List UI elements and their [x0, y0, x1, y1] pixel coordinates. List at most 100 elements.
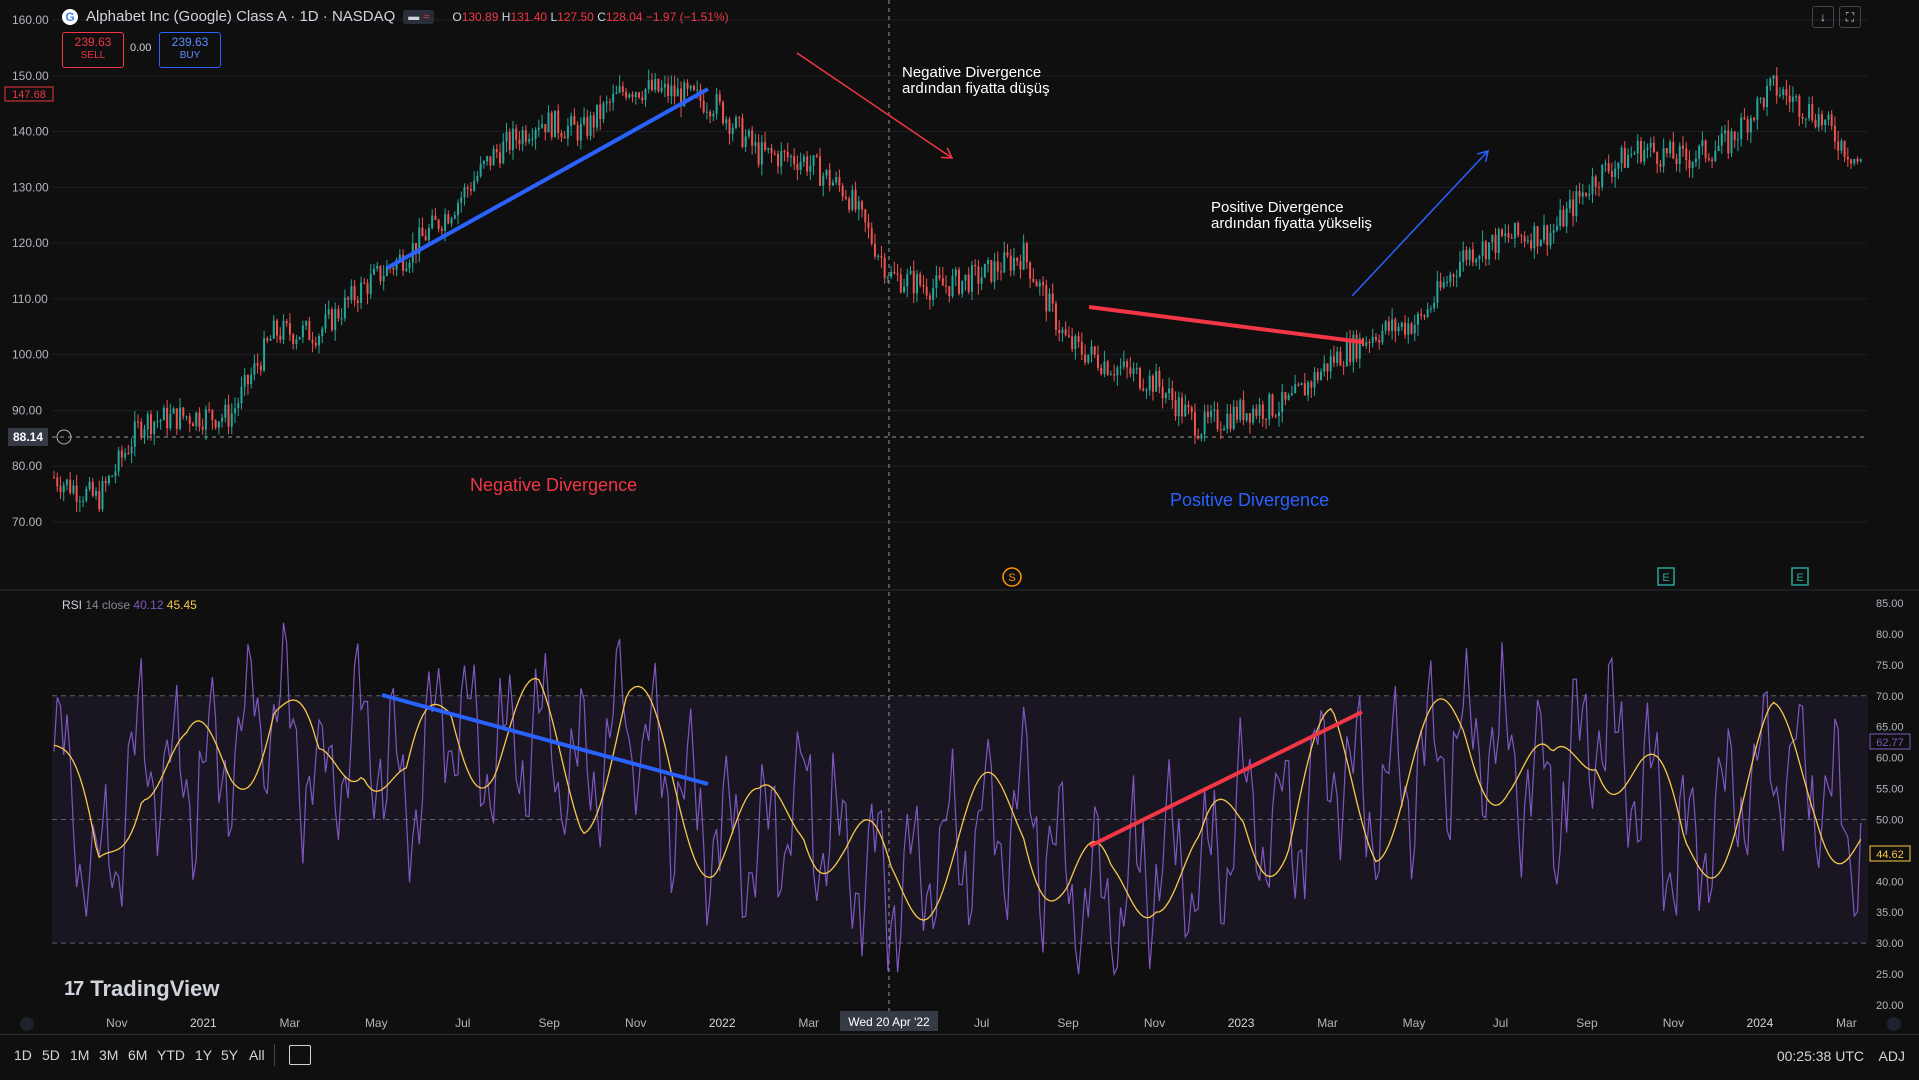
candle-body: [1320, 371, 1322, 380]
candle-body: [728, 119, 731, 135]
candle-body: [288, 323, 291, 335]
candle-body: [1591, 176, 1594, 195]
candle-body: [1168, 388, 1171, 394]
timeframe-1y[interactable]: 1Y: [195, 1047, 213, 1063]
candle-body: [544, 124, 547, 133]
candle-body: [676, 88, 679, 97]
rsi-legend[interactable]: RSI 14 close 40.12 45.45: [62, 598, 197, 612]
candle-body: [1132, 368, 1135, 374]
candle-body: [149, 414, 152, 435]
time-axis-label: Jul: [455, 1016, 470, 1030]
candle-body: [1400, 322, 1403, 327]
candle-body: [1546, 225, 1549, 246]
candle-body: [1588, 194, 1591, 196]
download-icon[interactable]: ↓: [1812, 6, 1834, 28]
candle-body: [1009, 255, 1012, 271]
candle-body: [1659, 163, 1662, 167]
candle-body: [1045, 285, 1048, 312]
candle-body: [1016, 257, 1019, 262]
candle-body: [793, 156, 796, 165]
candle-body: [915, 274, 918, 294]
timeframe-5d[interactable]: 5D: [42, 1047, 60, 1063]
candle-body: [1368, 342, 1371, 344]
candle-body: [822, 175, 825, 186]
candle-body: [1025, 243, 1028, 263]
candle-body: [961, 280, 964, 294]
crosshair-date-box: [840, 1011, 938, 1031]
symbol-title[interactable]: Alphabet Inc (Google) Class A · 1D · NAS…: [86, 8, 396, 25]
candle-body: [502, 141, 505, 164]
candle-body: [1135, 367, 1138, 369]
price-and-rsi-chart[interactable]: 160.00 150.00 140.00 130.00 120.00 110.00 100.…: [0, 0, 1919, 1035]
candle-body: [734, 117, 737, 128]
candle-body: [599, 104, 602, 120]
clock[interactable]: 00:25:38 UTC: [1776, 1048, 1864, 1064]
candle-body: [1766, 85, 1769, 108]
candle-body: [1778, 94, 1781, 96]
rsi-params: 14 close: [85, 598, 131, 612]
candle-body: [641, 97, 644, 101]
candle-body: [98, 491, 101, 510]
candle-body: [217, 421, 220, 428]
timeframe-6m[interactable]: 6M: [128, 1047, 148, 1063]
candle-body: [1064, 329, 1067, 336]
candle-body: [1649, 142, 1652, 148]
crosshair-price-box: [8, 428, 48, 446]
rsi-ma-badge-box: [1869, 845, 1911, 862]
candle-body: [415, 243, 417, 254]
candle-body: [1604, 163, 1607, 165]
candle-body: [308, 321, 311, 341]
candle-body: [1830, 114, 1833, 126]
adj-toggle[interactable]: ADJ: [1878, 1048, 1905, 1064]
candle-body: [1610, 171, 1613, 177]
candle-body: [1216, 409, 1219, 430]
candle-body: [1287, 395, 1290, 400]
rsi-tick-label: 20.00: [1876, 1000, 1904, 1012]
time-axis-label: Nov: [1663, 1016, 1684, 1030]
tradingview-logo-icon: 17: [64, 977, 84, 1000]
candle-body: [579, 123, 582, 141]
candle-body: [440, 228, 443, 231]
candle-body: [809, 165, 812, 172]
candle-body: [1000, 271, 1003, 273]
candle-body: [69, 479, 72, 493]
candle-body: [1559, 209, 1562, 226]
candle-body: [259, 365, 262, 371]
candle-body: [1785, 89, 1788, 96]
timeframe-ytd[interactable]: YTD: [157, 1047, 185, 1063]
timeframe-all[interactable]: All: [249, 1047, 265, 1063]
candle-body: [573, 116, 576, 125]
candle-body: [1410, 323, 1413, 334]
candle-body: [1255, 408, 1258, 416]
candle-body: [1248, 413, 1251, 423]
candle-body: [318, 336, 321, 346]
candle-body: [104, 481, 107, 484]
buy-button[interactable]: 239.63 BUY: [159, 32, 221, 68]
candle-body: [1678, 145, 1681, 164]
candle-body: [1707, 158, 1710, 160]
candle-body: [928, 295, 931, 300]
candle-body: [1856, 159, 1859, 162]
timeframe-1d[interactable]: 1D: [14, 1047, 32, 1063]
candle-body: [1501, 229, 1503, 236]
candle-body: [1627, 155, 1630, 168]
candle-body: [1145, 389, 1148, 391]
fullscreen-icon[interactable]: ⛶: [1839, 6, 1861, 28]
visibility-toggle[interactable]: ▬ ≈: [403, 9, 435, 24]
candle-body: [1158, 370, 1161, 387]
candle-body: [162, 407, 165, 421]
candle-body: [1365, 342, 1368, 346]
candle-body: [427, 227, 430, 241]
candle-body: [1497, 229, 1500, 253]
candle-body: [864, 209, 867, 223]
price-drop-arrow: [796, 52, 952, 158]
candle-body: [983, 264, 986, 278]
candle-body: [873, 243, 876, 257]
price-rise-arrow: [1351, 151, 1488, 297]
timeframe-3m[interactable]: 3M: [99, 1047, 119, 1063]
sell-button[interactable]: 239.63 SELL: [62, 32, 124, 68]
time-axis-label: Jul: [1493, 1016, 1508, 1030]
timeframe-5y[interactable]: 5Y: [221, 1047, 239, 1063]
calendar-icon[interactable]: [289, 1045, 311, 1065]
timeframe-1m[interactable]: 1M: [70, 1047, 90, 1063]
